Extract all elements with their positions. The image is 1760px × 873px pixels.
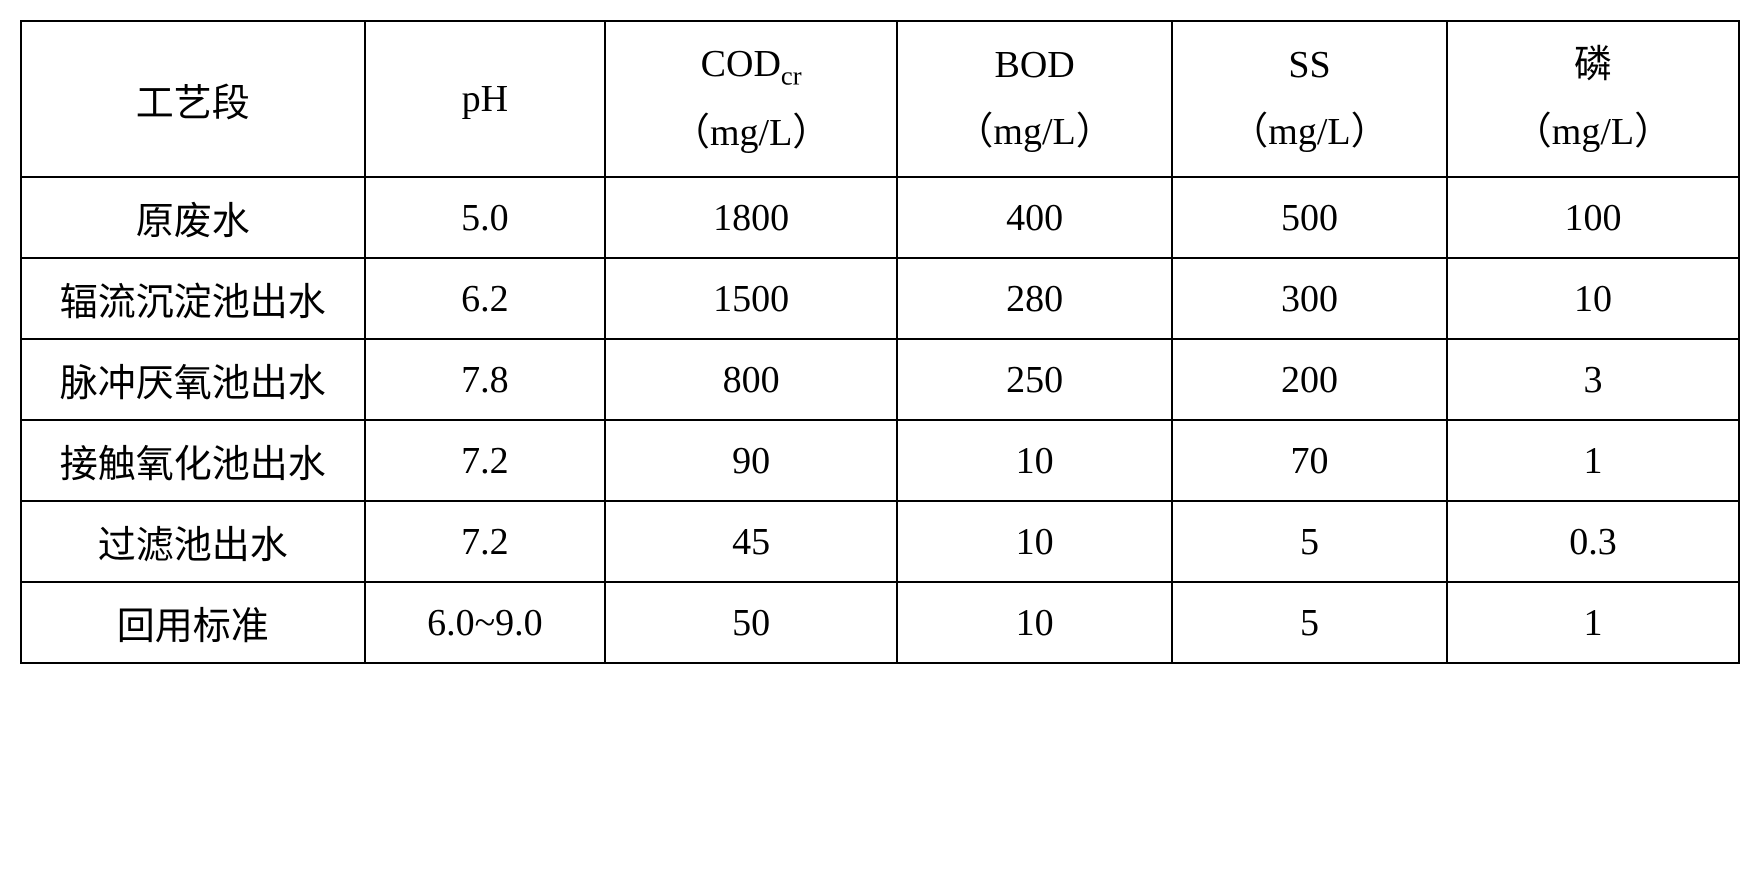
cell-cod: 800 xyxy=(605,339,897,420)
header-cod: CODcr （mg/L） xyxy=(605,21,897,177)
header-cod-subscript: cr xyxy=(781,61,802,91)
cell-stage: 回用标准 xyxy=(21,582,365,663)
header-ss-main: SS xyxy=(1181,35,1438,96)
cell-cod: 1500 xyxy=(605,258,897,339)
table-row: 辐流沉淀池出水 6.2 1500 280 300 10 xyxy=(21,258,1739,339)
cell-p: 10 xyxy=(1447,258,1739,339)
header-ss-unit: （mg/L） xyxy=(1181,102,1438,163)
cell-stage: 过滤池出水 xyxy=(21,501,365,582)
cell-stage: 接触氧化池出水 xyxy=(21,420,365,501)
water-quality-table: 工艺段 pH CODcr （mg/L） BOD （mg/L） SS xyxy=(20,20,1740,664)
header-bod-unit: （mg/L） xyxy=(906,102,1163,163)
cell-cod: 90 xyxy=(605,420,897,501)
cell-stage: 辐流沉淀池出水 xyxy=(21,258,365,339)
cell-ph: 7.2 xyxy=(365,501,606,582)
cell-ph: 5.0 xyxy=(365,177,606,258)
header-stage: 工艺段 xyxy=(21,21,365,177)
header-p: 磷 （mg/L） xyxy=(1447,21,1739,177)
cell-bod: 280 xyxy=(897,258,1172,339)
header-row: 工艺段 pH CODcr （mg/L） BOD （mg/L） SS xyxy=(21,21,1739,177)
cell-p: 0.3 xyxy=(1447,501,1739,582)
cell-p: 3 xyxy=(1447,339,1739,420)
cell-cod: 50 xyxy=(605,582,897,663)
table-row: 接触氧化池出水 7.2 90 10 70 1 xyxy=(21,420,1739,501)
cell-ss: 500 xyxy=(1172,177,1447,258)
header-stage-label: 工艺段 xyxy=(136,83,250,125)
cell-ss: 200 xyxy=(1172,339,1447,420)
table-row: 回用标准 6.0~9.0 50 10 5 1 xyxy=(21,582,1739,663)
table-row: 原废水 5.0 1800 400 500 100 xyxy=(21,177,1739,258)
cell-ph: 7.8 xyxy=(365,339,606,420)
cell-ph: 6.2 xyxy=(365,258,606,339)
cell-cod: 45 xyxy=(605,501,897,582)
table-body: 原废水 5.0 1800 400 500 100 辐流沉淀池出水 6.2 150… xyxy=(21,177,1739,663)
table-row: 过滤池出水 7.2 45 10 5 0.3 xyxy=(21,501,1739,582)
header-ph-label: pH xyxy=(462,78,508,120)
cell-bod: 400 xyxy=(897,177,1172,258)
cell-stage: 原废水 xyxy=(21,177,365,258)
cell-p: 1 xyxy=(1447,420,1739,501)
header-ph: pH xyxy=(365,21,606,177)
header-p-main: 磷 xyxy=(1456,35,1730,96)
table-row: 脉冲厌氧池出水 7.8 800 250 200 3 xyxy=(21,339,1739,420)
cell-ph: 6.0~9.0 xyxy=(365,582,606,663)
header-cod-unit: （mg/L） xyxy=(614,103,888,164)
cell-bod: 10 xyxy=(897,420,1172,501)
table-container: 工艺段 pH CODcr （mg/L） BOD （mg/L） SS xyxy=(20,20,1740,664)
cell-stage: 脉冲厌氧池出水 xyxy=(21,339,365,420)
cell-bod: 10 xyxy=(897,501,1172,582)
cell-bod: 10 xyxy=(897,582,1172,663)
cell-ss: 5 xyxy=(1172,501,1447,582)
header-cod-main: CODcr xyxy=(614,34,888,97)
cell-cod: 1800 xyxy=(605,177,897,258)
cell-p: 100 xyxy=(1447,177,1739,258)
header-bod-main: BOD xyxy=(906,35,1163,96)
table-header: 工艺段 pH CODcr （mg/L） BOD （mg/L） SS xyxy=(21,21,1739,177)
cell-ph: 7.2 xyxy=(365,420,606,501)
cell-ss: 5 xyxy=(1172,582,1447,663)
cell-p: 1 xyxy=(1447,582,1739,663)
header-ss: SS （mg/L） xyxy=(1172,21,1447,177)
header-bod: BOD （mg/L） xyxy=(897,21,1172,177)
cell-ss: 70 xyxy=(1172,420,1447,501)
cell-ss: 300 xyxy=(1172,258,1447,339)
header-p-unit: （mg/L） xyxy=(1456,102,1730,163)
cell-bod: 250 xyxy=(897,339,1172,420)
